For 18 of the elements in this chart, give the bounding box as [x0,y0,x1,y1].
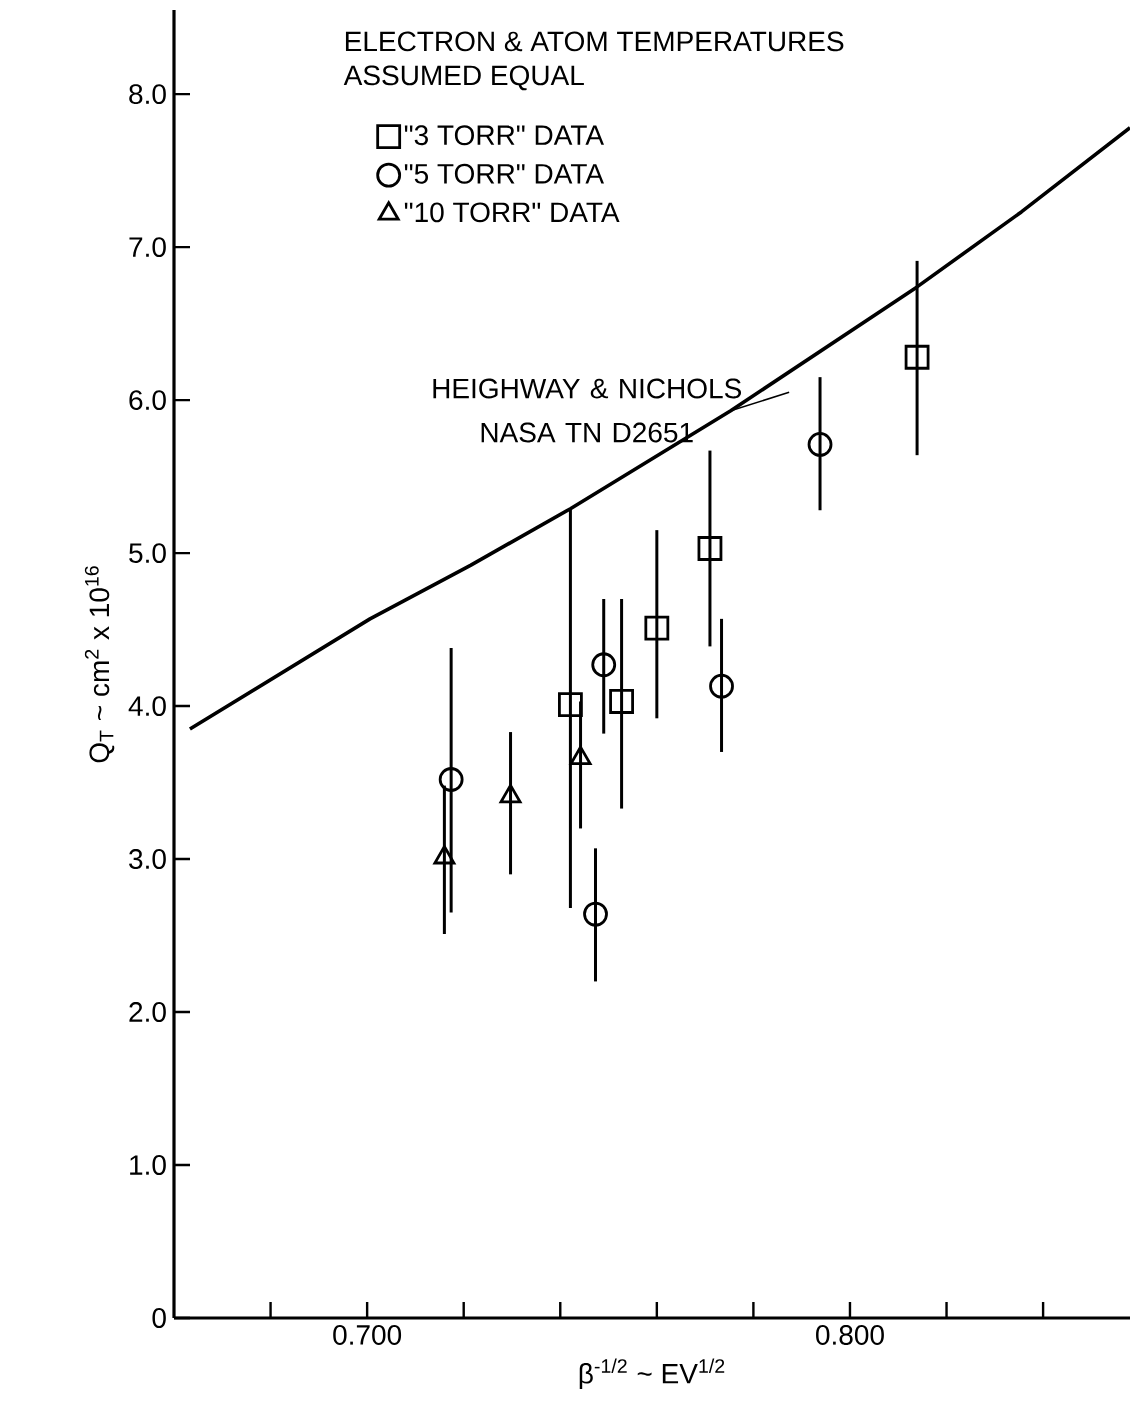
x-axis-title: β$^{-1/2}$ ~ EV$^{1/2}$ [579,1358,725,1390]
y-tick-label: 5.0 [129,543,166,563]
legend-title: ELECTRON & ATOM TEMPERATURES ASSUMED EQUAL [343,31,844,91]
annotation: HEIGHWAY & NICHOLS NASA TN D2651 [433,378,742,443]
y-tick-label: 3.0 [129,849,166,869]
x-tick-label: 0.700 [333,1325,402,1345]
legend-label: "5 TORR" DATA [404,163,604,184]
y-tick-label: 8.0 [129,84,166,105]
y-tick-label: 7.0 [129,237,166,258]
x-tick-label: 0.800 [816,1325,884,1345]
y-tick-label: 1.0 [130,1155,166,1175]
y-axis-title: Q$_{T}$ ~ cm$^{2}$ x 10$^{16}$ [84,566,115,763]
y-tick-label: 6.0 [129,390,166,411]
y-tick-label: 2.0 [129,1002,166,1022]
y-tick-label: 0 [152,1308,166,1328]
legend-label: "3 TORR" DATA [404,125,604,146]
legend-label: "10 TORR" DATA [404,202,620,223]
y-tick-label: 4.0 [128,696,166,716]
